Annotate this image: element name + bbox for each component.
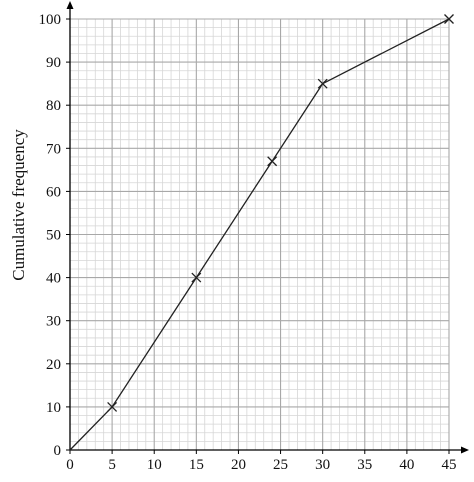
- y-tick-label: 60: [46, 184, 61, 200]
- data-point-marker: [317, 78, 328, 89]
- data-point-marker: [107, 401, 118, 412]
- x-tick-label: 40: [399, 457, 414, 473]
- axes: [66, 1, 469, 454]
- y-tick-label: 0: [54, 443, 62, 459]
- x-axis-arrowhead: [461, 446, 469, 454]
- x-tick-label: 45: [442, 457, 457, 473]
- y-tick-label: 90: [46, 55, 61, 71]
- y-tick-label: 70: [46, 141, 61, 157]
- marker-stroke: [267, 156, 278, 167]
- x-tick-label: 15: [189, 457, 204, 473]
- y-tick-label: 10: [46, 400, 61, 416]
- y-tick-labels: 0 10 20 30 40 50 60 70 80 90 100: [39, 12, 62, 459]
- x-tick-label: 25: [273, 457, 288, 473]
- x-tick-label: 5: [108, 457, 116, 473]
- y-tick-label: 80: [46, 98, 61, 114]
- marker-stroke: [317, 78, 328, 89]
- y-tick-label: 20: [46, 357, 61, 373]
- x-tick-label: 30: [315, 457, 330, 473]
- data-point-marker: [191, 272, 202, 283]
- data-point-marker: [444, 14, 454, 24]
- x-tick-labels: 0 5 10 15 20 25 30 35 40 45: [66, 457, 456, 473]
- data-point-marker: [267, 156, 278, 167]
- y-tick-label: 50: [46, 228, 61, 244]
- y-tick-label: 40: [46, 271, 61, 287]
- markers-group: [107, 14, 454, 412]
- marker-stroke: [191, 272, 202, 283]
- x-tick-label: 10: [147, 457, 162, 473]
- x-tick-label: 35: [357, 457, 372, 473]
- y-tick-label: 30: [46, 314, 61, 330]
- y-axis-arrowhead: [66, 1, 74, 9]
- x-tick-label: 0: [66, 457, 74, 473]
- y-tick-label: 100: [39, 12, 62, 28]
- y-axis-title: Cumulative frequency: [9, 129, 28, 281]
- marker-stroke: [107, 401, 118, 412]
- series-line: [69, 18, 450, 451]
- x-tick-label: 20: [231, 457, 246, 473]
- marker-stroke: [444, 14, 454, 24]
- series-group: [69, 18, 450, 451]
